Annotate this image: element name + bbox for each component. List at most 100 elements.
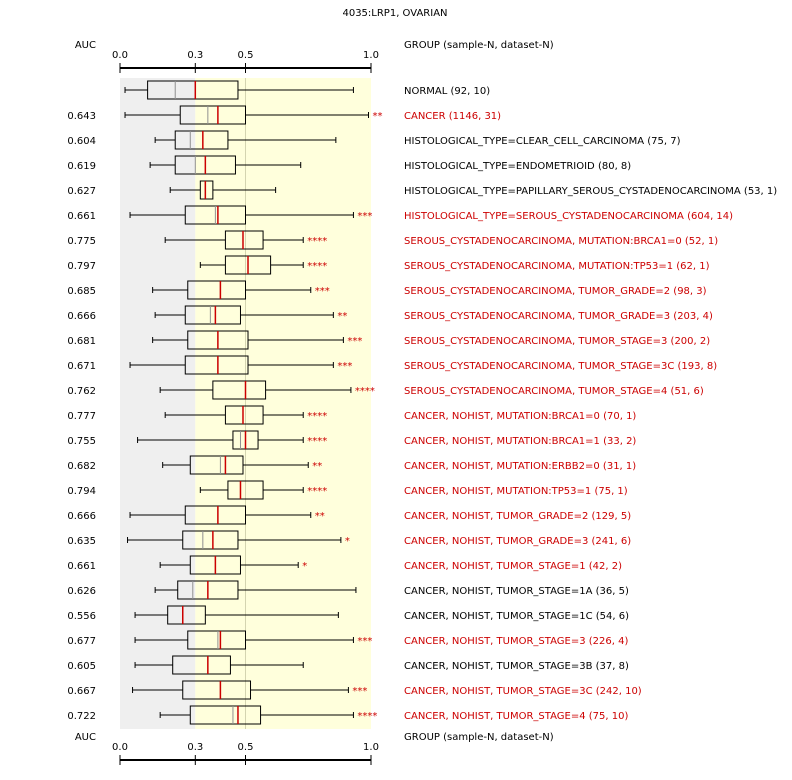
box-row-22: *** 0.677 CANCER, NOHIST, TUMOR_STAGE=3 (2… xyxy=(67,630,628,650)
significance-stars: *** xyxy=(315,286,330,297)
auc-value: 0.661 xyxy=(67,211,96,222)
significance-stars: *** xyxy=(357,211,372,222)
box-rows: NORMAL (92, 10) ** 0.643 CANCER (1146, 31) 0… xyxy=(67,80,777,725)
auc-value: 0.619 xyxy=(67,161,96,172)
group-label: CANCER, NOHIST, TUMOR_STAGE=3B (37, 8) xyxy=(404,661,629,672)
group-label: SEROUS_CYSTADENOCARCINOMA, TUMOR_GRADE=2… xyxy=(404,286,707,297)
box-row-15: ** 0.682 CANCER, NOHIST, MUTATION:ERBB2=0 … xyxy=(67,455,636,475)
auc-header-top: AUC xyxy=(75,40,96,51)
box-row-5: *** 0.661 HISTOLOGICAL_TYPE=SEROUS_CYSTADE… xyxy=(67,205,733,225)
x-tick-label-bottom-1: 0.3 xyxy=(187,742,203,753)
group-label: CANCER, NOHIST, MUTATION:BRCA1=0 (70, 1) xyxy=(404,411,636,422)
group-label: HISTOLOGICAL_TYPE=ENDOMETRIOID (80, 8) xyxy=(404,161,631,172)
iqr-box xyxy=(172,655,231,675)
significance-stars: ** xyxy=(372,111,382,122)
significance-stars: **** xyxy=(355,386,375,397)
group-label: SEROUS_CYSTADENOCARCINOMA, TUMOR_STAGE=3… xyxy=(404,336,710,347)
auc-value: 0.626 xyxy=(67,586,96,597)
group-label: SEROUS_CYSTADENOCARCINOMA, TUMOR_STAGE=3… xyxy=(404,361,717,372)
significance-stars: *** xyxy=(347,336,362,347)
auc-value: 0.794 xyxy=(67,486,96,497)
box-row-9: ** 0.666 SEROUS_CYSTADENOCARCINOMA, TUMOR_… xyxy=(67,305,713,325)
group-label: CANCER, NOHIST, MUTATION:BRCA1=1 (33, 2) xyxy=(404,436,636,447)
auc-value: 0.762 xyxy=(67,386,96,397)
significance-stars: * xyxy=(302,561,307,572)
iqr-box xyxy=(182,530,239,550)
box-row-8: *** 0.685 SEROUS_CYSTADENOCARCINOMA, TUMOR… xyxy=(67,280,707,300)
box-row-3: 0.619 HISTOLOGICAL_TYPE=ENDOMETRIOID (80,… xyxy=(67,155,631,175)
auc-value: 0.797 xyxy=(67,261,96,272)
box-row-21: 0.556 CANCER, NOHIST, TUMOR_STAGE=1C (54,… xyxy=(67,605,629,625)
iqr-box xyxy=(167,605,206,625)
auc-value: 0.775 xyxy=(67,236,96,247)
significance-stars: *** xyxy=(357,636,372,647)
significance-stars: ** xyxy=(337,311,347,322)
shaded-band-0 xyxy=(120,78,196,729)
x-tick-label-bottom-2: 0.5 xyxy=(238,742,254,753)
significance-stars: **** xyxy=(307,411,327,422)
auc-value: 0.556 xyxy=(67,611,96,622)
x-tick-label-bottom-0: 0.0 xyxy=(112,742,128,753)
significance-stars: *** xyxy=(352,686,367,697)
box-row-4: 0.627 HISTOLOGICAL_TYPE=PAPILLARY_SEROUS_… xyxy=(67,180,777,200)
auc-value: 0.777 xyxy=(67,411,96,422)
background-bands xyxy=(120,78,371,729)
box-row-13: **** 0.777 CANCER, NOHIST, MUTATION:BRCA1=… xyxy=(67,405,636,425)
auc-value: 0.635 xyxy=(67,536,96,547)
group-label: SEROUS_CYSTADENOCARCINOMA, TUMOR_GRADE=3… xyxy=(404,311,713,322)
group-label: HISTOLOGICAL_TYPE=SEROUS_CYSTADENOCARCIN… xyxy=(404,211,733,222)
iqr-box xyxy=(147,80,239,100)
iqr-box xyxy=(189,455,244,475)
auc-value: 0.667 xyxy=(67,686,96,697)
group-label: CANCER, NOHIST, TUMOR_GRADE=3 (241, 6) xyxy=(404,536,631,547)
iqr-box xyxy=(184,355,249,375)
iqr-box xyxy=(182,680,252,700)
auc-value: 0.643 xyxy=(67,111,96,122)
box-row-0: NORMAL (92, 10) xyxy=(124,80,490,100)
x-tick-label-top-1: 0.3 xyxy=(187,50,203,61)
box-row-17: ** 0.666 CANCER, NOHIST, TUMOR_GRADE=2 (12… xyxy=(67,505,631,525)
group-label: CANCER (1146, 31) xyxy=(404,111,501,122)
box-row-23: 0.605 CANCER, NOHIST, TUMOR_STAGE=3B (37,… xyxy=(67,655,629,675)
box-row-19: * 0.661 CANCER, NOHIST, TUMOR_STAGE=1 (42,… xyxy=(67,555,622,575)
x-axes: 0.0 0.3 0.5 1.0 0.0 0.3 0.5 1.0 xyxy=(112,50,379,765)
auc-value: 0.677 xyxy=(67,636,96,647)
auc-value: 0.605 xyxy=(67,661,96,672)
iqr-box xyxy=(184,305,241,325)
significance-stars: **** xyxy=(357,711,377,722)
box-row-12: **** 0.762 SEROUS_CYSTADENOCARCINOMA, TUMO… xyxy=(67,380,704,400)
box-row-20: 0.626 CANCER, NOHIST, TUMOR_STAGE=1A (36,… xyxy=(67,580,629,600)
x-tick-label-top-0: 0.0 xyxy=(112,50,128,61)
box-row-25: **** 0.722 CANCER, NOHIST, TUMOR_STAGE=4 (… xyxy=(67,705,628,725)
iqr-box xyxy=(174,130,229,150)
group-label: SEROUS_CYSTADENOCARCINOMA, MUTATION:BRCA… xyxy=(404,236,718,247)
significance-stars: ** xyxy=(312,461,322,472)
auc-value: 0.627 xyxy=(67,186,96,197)
box-row-7: **** 0.797 SEROUS_CYSTADENOCARCINOMA, MUTA… xyxy=(67,255,710,275)
box-row-18: * 0.635 CANCER, NOHIST, TUMOR_GRADE=3 (241… xyxy=(67,530,631,550)
auc-value: 0.681 xyxy=(67,336,96,347)
group-label: CANCER, NOHIST, TUMOR_GRADE=2 (129, 5) xyxy=(404,511,631,522)
box-row-10: *** 0.681 SEROUS_CYSTADENOCARCINOMA, TUMOR… xyxy=(67,330,710,350)
group-label: HISTOLOGICAL_TYPE=PAPILLARY_SEROUS_CYSTA… xyxy=(404,186,777,197)
iqr-box xyxy=(189,705,262,725)
box-row-1: ** 0.643 CANCER (1146, 31) xyxy=(67,105,501,125)
group-label: CANCER, NOHIST, TUMOR_STAGE=1A (36, 5) xyxy=(404,586,629,597)
significance-stars: **** xyxy=(307,236,327,247)
auc-value: 0.666 xyxy=(67,511,96,522)
box-row-2: 0.604 HISTOLOGICAL_TYPE=CLEAR_CELL_CARCIN… xyxy=(67,130,681,150)
iqr-box xyxy=(179,105,247,125)
group-label: SEROUS_CYSTADENOCARCINOMA, TUMOR_STAGE=4… xyxy=(404,386,704,397)
box-row-16: **** 0.794 CANCER, NOHIST, MUTATION:TP53=1… xyxy=(67,480,628,500)
box-row-11: *** 0.671 SEROUS_CYSTADENOCARCINOMA, TUMOR… xyxy=(67,355,717,375)
auc-value: 0.755 xyxy=(67,436,96,447)
group-header-bottom: GROUP (sample-N, dataset-N) xyxy=(404,732,554,743)
box-row-24: *** 0.667 CANCER, NOHIST, TUMOR_STAGE=3C (… xyxy=(67,680,642,700)
group-label: CANCER, NOHIST, TUMOR_STAGE=1C (54, 6) xyxy=(404,611,629,622)
iqr-box xyxy=(224,230,264,250)
group-label: CANCER, NOHIST, MUTATION:ERBB2=0 (31, 1) xyxy=(404,461,636,472)
x-tick-label-top-2: 0.5 xyxy=(238,50,254,61)
box-row-6: **** 0.775 SEROUS_CYSTADENOCARCINOMA, MUTA… xyxy=(67,230,718,250)
group-header-top: GROUP (sample-N, dataset-N) xyxy=(404,40,554,51)
